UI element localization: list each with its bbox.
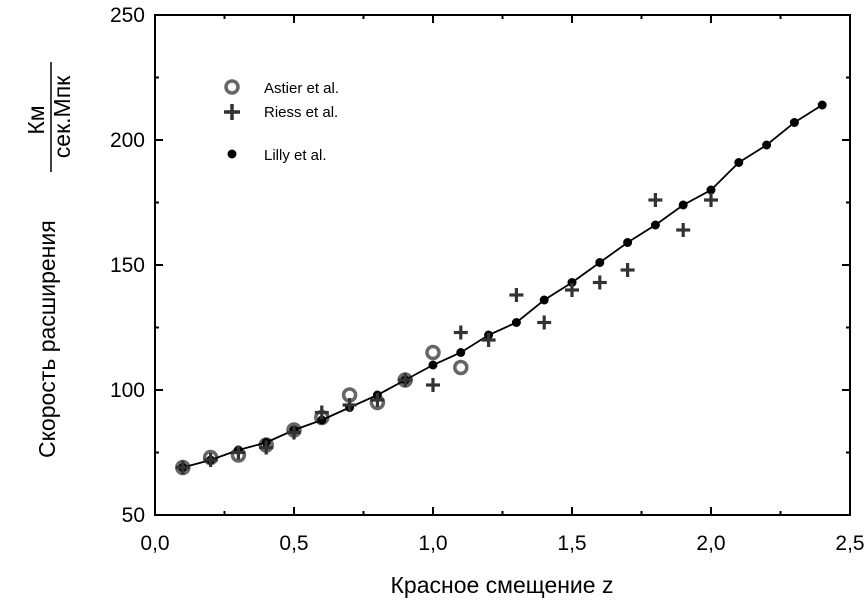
y-tick-label: 50: [122, 504, 145, 527]
riess-point: [175, 460, 190, 475]
riess-point: [398, 373, 413, 387]
y-tick-label: 250: [110, 4, 145, 27]
riess-point: [565, 283, 579, 297]
lilly-point: [595, 258, 605, 267]
legend-label-riess: Riess et al.: [264, 104, 338, 121]
plot-area: [175, 100, 827, 476]
y-axis-unit-denominator: сек.Мпк: [49, 75, 75, 158]
riess-point: [481, 333, 496, 347]
lilly-point: [456, 348, 466, 357]
lilly-point: [428, 360, 438, 370]
legend-marker-riess: [224, 104, 240, 120]
lilly-point: [623, 238, 633, 247]
lilly-point: [678, 200, 688, 210]
lilly-point: [317, 415, 327, 425]
riess-point: [620, 263, 635, 277]
x-tick-label: 0,0: [140, 532, 169, 555]
lilly-point: [511, 318, 521, 327]
x-tick-label: 2,0: [696, 532, 725, 555]
y-tick-label: 150: [110, 254, 145, 277]
x-axis-title: Красное смещение z: [391, 572, 614, 598]
y-tick-label: 200: [110, 129, 145, 152]
x-tick-label: 0,5: [279, 532, 308, 555]
riess-point: [231, 445, 246, 460]
lilly-point: [789, 118, 799, 127]
riess-point: [537, 315, 552, 330]
legend-marker-lilly: [227, 149, 237, 159]
y-tick-label: 100: [110, 379, 145, 402]
legend: Astier et al. Riess et al. Lilly et al.: [224, 79, 339, 164]
riess-point: [592, 275, 607, 290]
lilly-point: [650, 220, 660, 230]
riess-point: [314, 405, 329, 420]
y-axis-title: Скорость расширения: [34, 220, 60, 458]
plot-frame: [154, 14, 851, 516]
riess-point: [704, 193, 718, 207]
y-tick-labels: 50 100 150 200 250: [110, 4, 145, 527]
astier-point: [453, 359, 469, 376]
axis-ticks: [154, 14, 851, 516]
riess-point: [453, 325, 468, 340]
riess-point: [509, 288, 524, 302]
legend-marker-astier: [224, 79, 240, 95]
lilly-point: [762, 140, 772, 150]
riess-point: [648, 193, 663, 207]
x-tick-labels: 0,0 0,5 1,0 1,5 2,0 2,5: [140, 532, 864, 555]
riess-point: [370, 393, 385, 407]
riess-point: [203, 453, 218, 467]
y-axis-unit-numerator: Км: [23, 105, 49, 134]
legend-label-astier: Astier et al.: [264, 80, 339, 97]
riess-point: [259, 440, 274, 455]
astier-point: [425, 344, 441, 361]
lilly-point: [706, 185, 716, 195]
x-tick-label: 2,5: [835, 532, 864, 555]
lilly-point: [539, 295, 549, 305]
riess-point: [287, 425, 301, 440]
x-tick-label: 1,5: [557, 532, 586, 555]
lilly-point: [817, 100, 827, 110]
lilly-point: [734, 158, 744, 167]
riess-point: [676, 223, 691, 237]
riess-point: [426, 378, 440, 392]
lilly-point: [567, 278, 577, 287]
legend-label-lilly: Lilly et al.: [264, 147, 327, 164]
riess-point: [342, 398, 357, 412]
x-tick-label: 1,0: [418, 532, 447, 555]
